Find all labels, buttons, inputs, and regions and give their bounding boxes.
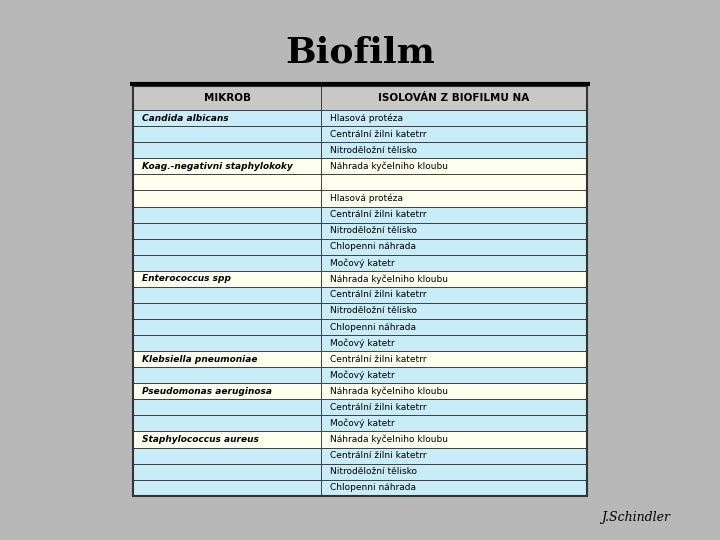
Bar <box>321 143 587 158</box>
Bar <box>321 287 587 303</box>
Text: ISOLOVÁN Z BIOFILMU NA: ISOLOVÁN Z BIOFILMU NA <box>379 93 530 103</box>
Text: Chlopenni náhrada: Chlopenni náhrada <box>330 322 416 332</box>
Bar <box>133 367 321 383</box>
Bar <box>321 255 587 271</box>
Bar <box>321 271 587 287</box>
Text: Hlasová protéza: Hlasová protéza <box>330 113 403 123</box>
Text: J.Schindler: J.Schindler <box>600 511 670 524</box>
Text: Močový katetr: Močový katetr <box>330 370 395 380</box>
Text: Pseudomonas aeruginosa: Pseudomonas aeruginosa <box>142 387 272 396</box>
Bar <box>133 143 321 158</box>
Bar <box>321 110 587 126</box>
Bar <box>133 287 321 303</box>
Bar <box>133 383 321 399</box>
Bar <box>321 303 587 319</box>
Text: Centrální žilni katetrr: Centrální žilni katetrr <box>330 291 426 299</box>
Bar <box>321 174 587 191</box>
Bar <box>133 222 321 239</box>
Text: Centrální žilni katetrr: Centrální žilni katetrr <box>330 355 426 363</box>
Bar <box>321 207 587 222</box>
Bar <box>321 126 587 142</box>
Text: Centrální žilni katetrr: Centrální žilni katetrr <box>330 451 426 460</box>
Text: Náhrada kyčelniho kloubu: Náhrada kyčelniho kloubu <box>330 435 448 444</box>
Bar <box>321 319 587 335</box>
Text: Enterococcus spp: Enterococcus spp <box>142 274 231 284</box>
Text: Centrální žilni katetrr: Centrální žilni katetrr <box>330 403 426 412</box>
Bar <box>133 86 321 110</box>
Text: Močový katetr: Močový katetr <box>330 258 395 267</box>
Text: Močový katetr: Močový katetr <box>330 418 395 428</box>
Bar <box>133 239 321 255</box>
Text: Nitroděložní tělisko: Nitroděložní tělisko <box>330 467 417 476</box>
Text: Koag.-negativni staphylokoky: Koag.-negativni staphylokoky <box>142 162 292 171</box>
Bar <box>321 335 587 351</box>
Bar <box>321 191 587 206</box>
Bar <box>133 207 321 222</box>
Bar <box>321 367 587 383</box>
Bar <box>133 255 321 271</box>
Text: Nitroděložní tělisko: Nitroděložní tělisko <box>330 307 417 315</box>
Bar <box>133 126 321 142</box>
Bar <box>321 158 587 174</box>
Bar <box>133 448 321 463</box>
Bar <box>321 448 587 463</box>
Bar <box>321 400 587 415</box>
Text: Náhrada kyčelniho kloubu: Náhrada kyčelniho kloubu <box>330 274 448 284</box>
Bar <box>321 86 587 110</box>
Text: Nitroděložní tělisko: Nitroděložní tělisko <box>330 226 417 235</box>
Bar <box>133 303 321 319</box>
Bar <box>133 351 321 367</box>
Text: Centrální žilni katetrr: Centrální žilni katetrr <box>330 210 426 219</box>
Bar <box>321 463 587 480</box>
Text: Biofilm: Biofilm <box>285 35 435 69</box>
Text: Chlopenni náhrada: Chlopenni náhrada <box>330 242 416 251</box>
Bar <box>133 174 321 191</box>
Bar <box>133 271 321 287</box>
Text: MIKROB: MIKROB <box>204 93 251 103</box>
Bar <box>321 480 587 496</box>
Text: Náhrada kyčelniho kloubu: Náhrada kyčelniho kloubu <box>330 387 448 396</box>
Bar <box>133 110 321 126</box>
Bar <box>321 351 587 367</box>
Text: Náhrada kyčelniho kloubu: Náhrada kyčelniho kloubu <box>330 161 448 171</box>
Bar <box>321 383 587 399</box>
Text: Močový katetr: Močový katetr <box>330 339 395 348</box>
Bar <box>133 335 321 351</box>
Bar <box>133 400 321 415</box>
Text: Staphylococcus aureus: Staphylococcus aureus <box>142 435 258 444</box>
Bar <box>133 463 321 480</box>
Text: Centrální žilni katetrr: Centrální žilni katetrr <box>330 130 426 139</box>
Bar <box>133 480 321 496</box>
Bar <box>133 431 321 448</box>
Bar <box>321 239 587 255</box>
Bar <box>133 319 321 335</box>
Text: Candida albicans: Candida albicans <box>142 114 228 123</box>
Text: Chlopenni náhrada: Chlopenni náhrada <box>330 483 416 492</box>
Text: Nitroděložní tělisko: Nitroděložní tělisko <box>330 146 417 155</box>
Bar <box>133 191 321 206</box>
Bar <box>321 222 587 239</box>
Text: Klebsiella pneumoniae: Klebsiella pneumoniae <box>142 355 257 363</box>
Bar <box>321 431 587 448</box>
Bar <box>133 415 321 431</box>
Bar <box>133 158 321 174</box>
Bar <box>321 415 587 431</box>
Bar <box>133 86 587 496</box>
Text: Hlasová protéza: Hlasová protéza <box>330 194 403 203</box>
